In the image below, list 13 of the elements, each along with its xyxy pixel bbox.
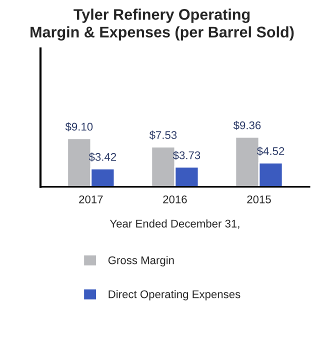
data-label: $3.42 [88,152,116,162]
legend-label: Gross Margin [108,256,174,266]
x-tick-label: 2016 [163,195,187,204]
x-tick-label: 2017 [79,195,103,204]
data-label: $4.52 [256,146,284,156]
x-tick-label: 2015 [247,195,271,204]
data-label: $9.36 [233,120,261,130]
chart-title: Tyler Refinery Operating Margin & Expenses (per Barrel Sold) [30,8,294,41]
x-axis-title: Year Ended December 31, [110,219,240,229]
data-label: $7.53 [149,130,177,140]
data-label: $9.10 [65,122,93,132]
legend-label: Direct Operating Expenses [108,290,240,300]
data-label: $3.73 [172,150,200,160]
